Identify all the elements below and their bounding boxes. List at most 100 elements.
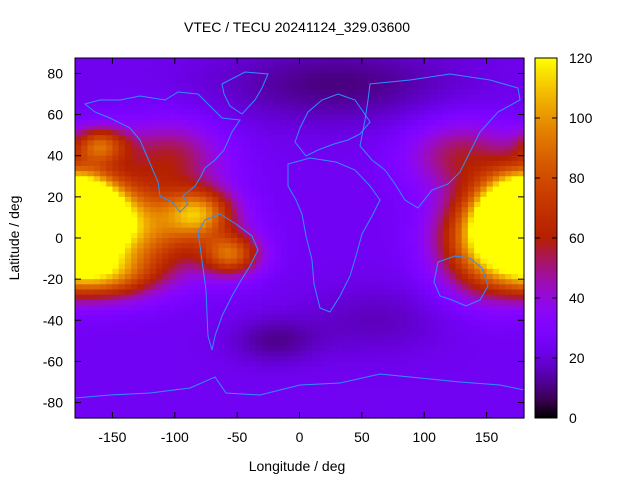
heatmap-cell: [386, 356, 394, 363]
heatmap-cell: [399, 88, 407, 95]
heatmap-cell: [118, 325, 126, 332]
heatmap-cell: [112, 171, 120, 177]
heatmap-cell: [81, 186, 89, 193]
heatmap-cell: [280, 207, 288, 213]
heatmap-cell: [442, 78, 450, 85]
heatmap-cell: [393, 109, 400, 116]
heatmap-cell: [243, 274, 251, 280]
heatmap-cell: [230, 366, 238, 373]
heatmap-cell: [517, 119, 525, 126]
heatmap-cell: [118, 284, 126, 291]
heatmap-cell: [249, 402, 257, 409]
heatmap-cell: [486, 63, 494, 69]
heatmap-cell: [349, 371, 357, 378]
heatmap-cell: [343, 253, 350, 260]
heatmap-cell: [442, 124, 450, 131]
heatmap-cell: [330, 238, 338, 244]
heatmap-cell: [467, 392, 475, 399]
heatmap-cell: [205, 68, 213, 75]
heatmap-cell: [237, 294, 244, 301]
heatmap-cell: [442, 171, 450, 177]
heatmap-cell: [336, 315, 344, 321]
heatmap-cell: [374, 135, 382, 141]
heatmap-cell: [224, 109, 232, 116]
heatmap-cell: [411, 382, 419, 388]
heatmap-cell: [193, 335, 201, 342]
heatmap-cell: [143, 253, 151, 260]
heatmap-cell: [442, 63, 450, 69]
heatmap-cell: [436, 294, 444, 301]
heatmap-cell: [118, 330, 126, 337]
heatmap-cell: [280, 279, 288, 285]
heatmap-cell: [156, 304, 163, 311]
heatmap-cell: [442, 356, 450, 363]
heatmap-cell: [499, 366, 506, 373]
heatmap-cell: [299, 274, 307, 280]
heatmap-cell: [99, 284, 107, 291]
heatmap-cell: [517, 320, 525, 327]
heatmap-cell: [492, 73, 500, 80]
heatmap-cell: [299, 258, 307, 265]
heatmap-cell: [181, 330, 188, 337]
heatmap-cell: [199, 181, 207, 188]
heatmap-cell: [374, 119, 382, 126]
heatmap-cell: [405, 83, 413, 90]
heatmap-cell: [386, 402, 394, 409]
heatmap-cell: [75, 248, 82, 255]
heatmap-cell: [324, 294, 332, 301]
heatmap-cell: [75, 356, 82, 363]
heatmap-cell: [99, 361, 107, 368]
heatmap-cell: [486, 356, 494, 363]
heatmap-cell: [455, 376, 463, 383]
heatmap-cell: [517, 155, 525, 162]
heatmap-cell: [324, 160, 332, 167]
heatmap-cell: [112, 340, 120, 347]
heatmap-cell: [461, 407, 469, 414]
heatmap-cell: [417, 258, 425, 265]
heatmap-cell: [417, 63, 425, 69]
heatmap-cell: [499, 407, 506, 414]
heatmap-cell: [81, 176, 89, 183]
heatmap-cell: [511, 366, 519, 373]
heatmap-cell: [268, 119, 276, 126]
heatmap-cell: [349, 340, 357, 347]
heatmap-cell: [330, 284, 338, 291]
heatmap-cell: [287, 114, 294, 121]
heatmap-cell: [355, 94, 363, 100]
heatmap-cell: [374, 58, 382, 64]
heatmap-cell: [324, 253, 332, 260]
heatmap-cell: [386, 186, 394, 193]
heatmap-cell: [455, 279, 463, 285]
heatmap-cell: [293, 294, 301, 301]
heatmap-cell: [293, 310, 301, 316]
heatmap-cell: [393, 356, 400, 363]
heatmap-cell: [255, 166, 263, 172]
heatmap-cell: [343, 196, 350, 203]
heatmap-cell: [299, 83, 307, 90]
heatmap-cell: [349, 402, 357, 409]
heatmap-cell: [149, 253, 157, 260]
heatmap-cell: [243, 279, 251, 285]
heatmap-cell: [436, 99, 444, 105]
heatmap-cell: [424, 361, 432, 368]
heatmap-cell: [99, 294, 107, 301]
heatmap-cell: [380, 191, 388, 198]
heatmap-cell: [455, 382, 463, 388]
heatmap-cell: [411, 294, 419, 301]
heatmap-cell: [393, 402, 400, 409]
heatmap-cell: [255, 130, 263, 136]
heatmap-cell: [299, 227, 307, 234]
heatmap-cell: [224, 402, 232, 409]
heatmap-cell: [361, 176, 369, 183]
heatmap-cell: [199, 304, 207, 311]
heatmap-cell: [330, 222, 338, 229]
heatmap-cell: [280, 315, 288, 321]
heatmap-cell: [293, 274, 301, 280]
heatmap-cell: [143, 392, 151, 399]
heatmap-cell: [361, 191, 369, 198]
heatmap-cell: [199, 258, 207, 265]
heatmap-cell: [162, 191, 170, 198]
heatmap-cell: [486, 109, 494, 116]
heatmap-cell: [75, 315, 82, 321]
heatmap-cell: [461, 340, 469, 347]
